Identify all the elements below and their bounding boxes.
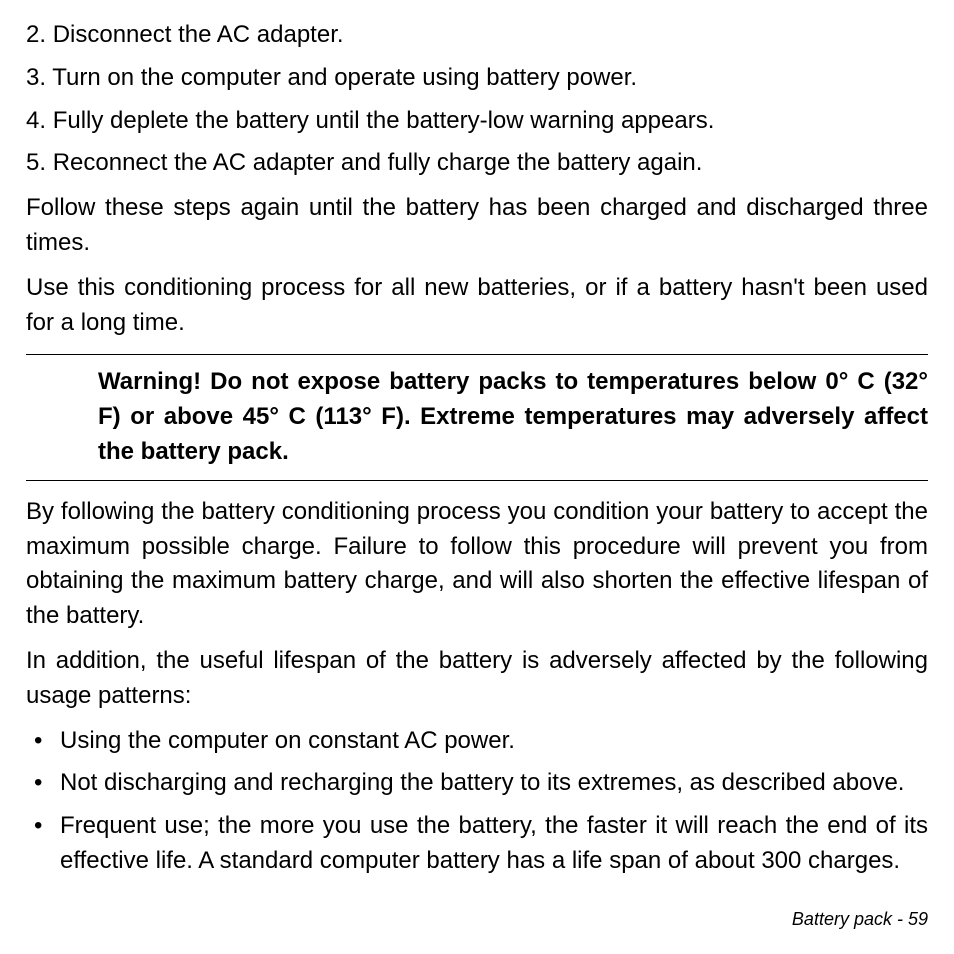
list-item: • Frequent use; the more you use the bat… [26, 809, 928, 879]
list-number: 2. [26, 21, 46, 48]
list-text: Frequent use; the more you use the batte… [60, 809, 928, 879]
list-text: Disconnect the AC adapter. [53, 21, 344, 48]
list-text: Not discharging and recharging the batte… [60, 766, 928, 801]
bullet-icon: • [26, 766, 60, 801]
bullet-icon: • [26, 809, 60, 879]
footer-section: Battery pack [792, 909, 892, 929]
warning-callout: Warning! Do not expose battery packs to … [26, 354, 928, 480]
list-text: Using the computer on constant AC power. [60, 724, 928, 759]
warning-text: Warning! Do not expose battery packs to … [98, 368, 928, 465]
list-item: 5. Reconnect the AC adapter and fully ch… [26, 146, 928, 181]
paragraph: Use this conditioning process for all ne… [26, 271, 928, 341]
list-item: • Using the computer on constant AC powe… [26, 724, 928, 759]
list-number: 3. [26, 64, 46, 91]
ordered-list: 2. Disconnect the AC adapter. 3. Turn on… [26, 18, 928, 181]
footer-page-number: 59 [908, 909, 928, 929]
list-text: Turn on the computer and operate using b… [52, 64, 637, 91]
list-text: Reconnect the AC adapter and fully charg… [53, 149, 703, 176]
document-page: 2. Disconnect the AC adapter. 3. Turn on… [0, 0, 954, 954]
paragraph: By following the battery conditioning pr… [26, 495, 928, 634]
bullet-list: • Using the computer on constant AC powe… [26, 724, 928, 879]
bullet-icon: • [26, 724, 60, 759]
list-item: 3. Turn on the computer and operate usin… [26, 61, 928, 96]
footer-separator: - [892, 909, 908, 929]
page-footer: Battery pack - 59 [792, 906, 928, 932]
list-number: 5. [26, 149, 46, 176]
list-number: 4. [26, 107, 46, 134]
paragraph: Follow these steps again until the batte… [26, 191, 928, 261]
list-text: Fully deplete the battery until the batt… [53, 107, 715, 134]
paragraph: In addition, the useful lifespan of the … [26, 644, 928, 714]
list-item: 2. Disconnect the AC adapter. [26, 18, 928, 53]
list-item: • Not discharging and recharging the bat… [26, 766, 928, 801]
list-item: 4. Fully deplete the battery until the b… [26, 104, 928, 139]
